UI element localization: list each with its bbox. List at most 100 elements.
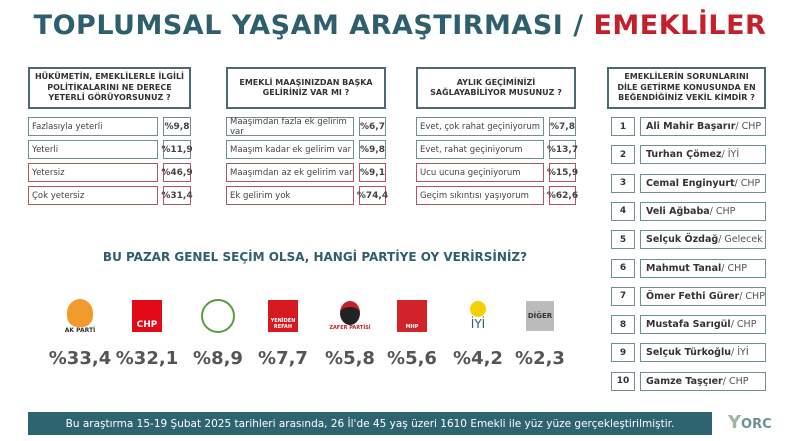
vekil-row: 9 Selçuk Türkoğlu / İYİ (611, 343, 766, 363)
vekil-rank: 3 (611, 173, 635, 193)
logo-text: MHP (397, 300, 427, 332)
vekil-row: 8 Mustafa Sarıgül / CHP (611, 315, 766, 335)
party-percentage: %5,6 (387, 348, 437, 369)
footer-note: Bu araştırma 15-19 Şubat 2025 tarihleri … (28, 412, 712, 435)
answer-row: Maaşımdan az ek gelirim var %9,1 (226, 163, 386, 182)
answer-label: Fazlasıyla yeterli (28, 117, 158, 136)
vekil-rank: 8 (611, 315, 635, 335)
vekil-name-box: Gamze Taşçıer / CHP (640, 371, 766, 391)
answer-value: %46,9 (161, 163, 193, 182)
vekil-row: 4 Veli Ağbaba / CHP (611, 201, 766, 221)
logo-text: YENİDEN REFAH (268, 300, 298, 332)
party-logo: ZAFER PARTİSİ (315, 292, 385, 340)
party-result: MHP %5,6 (377, 292, 447, 369)
answer-row: Maaşımdan fazla ek gelirim var %6,7 (226, 117, 386, 137)
party-percentage: %33,4 (48, 348, 112, 369)
party-percentage: %5,8 (325, 348, 375, 369)
vekil-party: / Gelecek (718, 234, 763, 246)
vekil-party: / İYİ (731, 347, 749, 359)
answer-label: Maaşım kadar ek gelirim var (226, 140, 354, 159)
vekil-party: / İYİ (721, 149, 740, 161)
vekil-name: Mahmut Tanal (646, 262, 722, 274)
answer-row: Yetersiz %46,9 (28, 163, 193, 182)
party-percentage: %4,2 (453, 348, 503, 369)
answer-value: %9,8 (359, 140, 386, 159)
answer-value: %9,8 (163, 117, 191, 136)
answer-label: Çok yetersiz (28, 186, 158, 205)
vekil-name: Veli Ağbaba (646, 205, 710, 217)
answer-value: %31,4 (161, 186, 193, 205)
vekil-party: / CHP (739, 290, 765, 302)
answer-row: Çok yetersiz %31,4 (28, 186, 193, 205)
party-result: CHP %32,1 (112, 292, 182, 369)
vekil-party: / CHP (709, 205, 736, 217)
brand-text: ORC (741, 417, 772, 432)
answer-row: Ucu ucuna geçiniyorum %15,9 (416, 163, 578, 182)
question-box: AYLIK GEÇİMİNİZİ SAĞLAYABİLİYOR MUSUNUZ … (416, 67, 576, 109)
answer-value: %6,7 (359, 117, 386, 136)
vekil-rank: 4 (611, 201, 635, 221)
vekil-party: / CHP (721, 262, 747, 274)
party-result: DİĞER %2,3 (505, 292, 575, 369)
logo-text: AK PARTİ (64, 326, 96, 334)
party-logo (183, 292, 253, 340)
logo-text: İYİ (470, 317, 486, 331)
vekil-row: 3 Cemal Enginyurt / CHP (611, 173, 766, 193)
vekil-name-box: Mustafa Sarıgül / CHP (640, 315, 766, 335)
answer-value: %15,9 (547, 163, 578, 182)
party-percentage: %32,1 (115, 348, 179, 369)
vekil-row: 6 Mahmut Tanal / CHP (611, 258, 766, 278)
party-percentage: %2,3 (515, 348, 565, 369)
answer-label: Yetersiz (28, 163, 158, 182)
answer-label: Evet, çok rahat geçiniyorum (416, 117, 544, 136)
party-logo: AK PARTİ (45, 292, 115, 340)
vekil-name: Cemal Enginyurt (646, 177, 735, 189)
logo-text: DİĞER (526, 301, 554, 331)
vekil-question: EMEKLİLERİN SORUNLARINI DİLE GETİRME KON… (607, 67, 766, 109)
answer-value: %11,9 (161, 140, 193, 159)
party-logo: DİĞER (505, 292, 575, 340)
vekil-rank: 9 (611, 343, 635, 363)
question-box: HÜKÜMETİN, EMEKLİLERLE İLGİLİ POLİTİKALA… (28, 67, 191, 109)
vekil-party: / CHP (722, 375, 749, 387)
party-result: İYİ %4,2 (443, 292, 513, 369)
answer-value: %9,1 (359, 163, 386, 182)
answer-value: %13,7 (547, 140, 578, 159)
vekil-name-box: Ali Mahir Başarır / CHP (640, 117, 766, 136)
vekil-name-box: Selçuk Türkoğlu / İYİ (640, 343, 766, 363)
vekil-name-box: Turhan Çömez / İYİ (640, 145, 766, 165)
party-result: YENİDEN REFAH %7,7 (248, 292, 318, 369)
answer-row: Yeterli %11,9 (28, 140, 193, 159)
vekil-name-box: Cemal Enginyurt / CHP (640, 173, 766, 193)
vekil-rank: 2 (611, 145, 635, 165)
vekil-name-box: Selçuk Özdağ / Gelecek (640, 230, 766, 250)
vekil-rank: 5 (611, 230, 635, 250)
vekil-name: Turhan Çömez (646, 149, 722, 161)
party-percentage: %8,9 (193, 348, 243, 369)
vekil-party: / CHP (734, 177, 761, 189)
vekil-party: / CHP (730, 319, 757, 331)
answer-row: Geçim sıkıntısı yaşıyorum %62,6 (416, 186, 578, 205)
vekil-row: 1 Ali Mahir Başarır / CHP (611, 117, 766, 136)
answer-row: Maaşım kadar ek gelirim var %9,8 (226, 140, 386, 159)
answer-label: Ucu ucuna geçiniyorum (416, 163, 544, 182)
vekil-name: Mustafa Sarıgül (646, 319, 731, 331)
vekil-name: Gamze Taşçıer (646, 375, 723, 387)
question-box: EMEKLİ MAAŞINIZDAN BAŞKA GELİRİNİZ VAR M… (226, 67, 386, 109)
party-result: %8,9 (183, 292, 253, 369)
vekil-rank: 7 (611, 286, 635, 306)
party-result: ZAFER PARTİSİ %5,8 (315, 292, 385, 369)
poll-question: BU PAZAR GENEL SEÇİM OLSA, HANGİ PARTİYE… (102, 250, 528, 264)
answer-row: Ek gelirim yok %74,4 (226, 186, 388, 205)
answer-label: Geçim sıkıntısı yaşıyorum (416, 186, 544, 205)
vekil-row: 7 Ömer Fethi Gürer / CHP (611, 286, 766, 306)
title-highlight: EMEKLİLER (593, 10, 767, 41)
logo-text: ZAFER PARTİSİ (329, 325, 371, 331)
orc-logo: YORC (728, 412, 772, 433)
answer-label: Ek gelirim yok (226, 186, 354, 205)
vekil-name-box: Veli Ağbaba / CHP (640, 201, 766, 221)
answer-row: Evet, rahat geçiniyorum %13,7 (416, 140, 578, 159)
answer-value: %7,8 (549, 117, 576, 136)
party-logo: MHP (377, 292, 447, 340)
answer-row: Evet, çok rahat geçiniyorum %7,8 (416, 117, 576, 136)
